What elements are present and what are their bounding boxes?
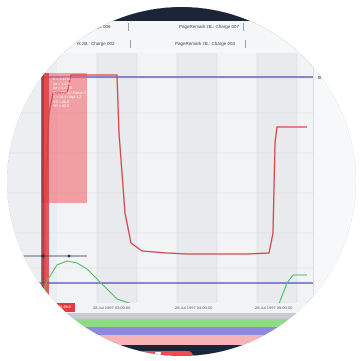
legend-color-swatch — [318, 71, 321, 74]
legend-color-swatch — [318, 66, 321, 69]
tooltip-line: ID = 12.08 / ParInc 2 — [53, 90, 87, 95]
legend-line — [323, 72, 333, 73]
remark-bottom-3: Page... — [293, 41, 308, 46]
tooltip-line: Ax = 1.229 — [53, 81, 71, 86]
overview-band-red[interactable] — [7, 335, 356, 345]
remark-bottom-1: rk zB.: Charge 002 — [77, 41, 115, 46]
plot-column-bg — [257, 53, 297, 313]
legend-color-swatch — [318, 76, 321, 79]
overview-band-gray — [7, 313, 356, 319]
remark-top-2: PageRemark zB.: Charge 007 — [179, 24, 240, 29]
magnified-lens: Charge 006 PageRemark zB.: Charge 007 rk… — [7, 7, 356, 356]
remark-separator — [245, 40, 246, 48]
tooltip-line: X = 0.4793 — [53, 77, 71, 81]
remark-separator — [243, 23, 244, 31]
plot-column-bg — [177, 53, 217, 313]
green-trace-line — [7, 260, 307, 310]
time-axis-label: 28 Jul 1997 03:00:00 — [93, 305, 131, 310]
time-axis-label: 28 Jul 1997 05:00:00 — [255, 305, 293, 310]
legend-entry[interactable] — [318, 71, 333, 74]
red-trace-line — [41, 74, 307, 284]
time-cursor-marker[interactable]: 1.1997 11:58:0 — [45, 303, 75, 312]
crosshair-point — [67, 254, 71, 258]
top-bar — [7, 7, 356, 23]
legend-entry[interactable] — [318, 61, 333, 64]
tooltip-line: YS = 46.8 — [53, 99, 69, 104]
trend-plot-svg — [7, 53, 313, 313]
overview-band-green[interactable] — [7, 319, 356, 327]
trend-plot-area[interactable]: X = 0.4793 Ax = 1.229 Ax = 1.4776 ID = 1… — [7, 53, 356, 313]
legend-color-swatch — [318, 61, 321, 64]
tooltip-line: Y = 34.9 / Mpf 1.2 — [53, 95, 82, 99]
time-axis-label: 28 Jul 1997 04:00:00 — [175, 305, 213, 310]
remark-top-1: Charge 006 — [87, 24, 111, 29]
legend-entry[interactable] — [318, 76, 333, 79]
time-cursor-label: 1.1997 11:58:0 — [47, 305, 71, 309]
legend-line — [323, 77, 333, 78]
tooltip-line: Ax = 1.4776 — [53, 86, 73, 90]
bottom-bar — [7, 345, 356, 356]
overview-band-purple[interactable] — [7, 327, 356, 335]
remark-separator — [128, 23, 129, 31]
remark-separator — [130, 40, 131, 48]
remark-bottom-2: PageRemark zB.: Charge 003 — [175, 41, 236, 46]
page-remark-header: Charge 006 PageRemark zB.: Charge 007 rk… — [7, 21, 356, 54]
plot-column-bg — [97, 53, 137, 313]
pill-icon — [155, 352, 161, 356]
tooltip-line: YE = 82.5 — [53, 104, 69, 108]
legend-line — [323, 67, 333, 68]
legend-panel — [313, 53, 356, 313]
legend-entry[interactable] — [318, 66, 333, 69]
time-axis: 28 Jul 1997 03:00:00 28 Jul 1997 04:00:0… — [7, 303, 356, 313]
crosshair-point — [41, 254, 45, 258]
legend-line — [323, 62, 333, 63]
